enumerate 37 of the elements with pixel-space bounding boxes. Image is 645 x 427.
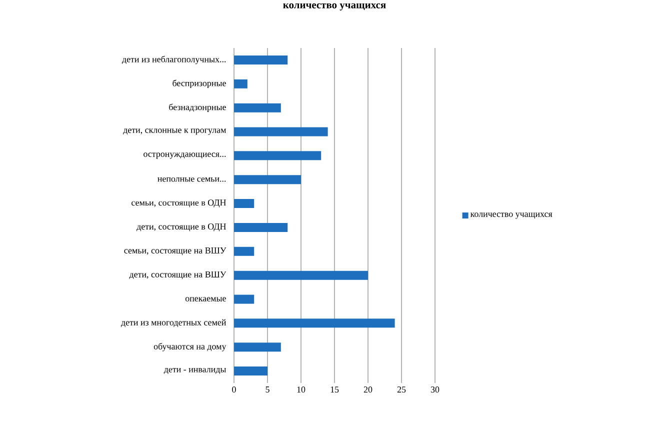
chart-title: количество учащихся: [283, 3, 386, 10]
y-tick-label: дети, состоящие на ВШУ: [129, 271, 226, 280]
y-tick-label: остронуждающиеся...: [144, 152, 226, 159]
y-tick-label: дети из многодетных семей: [120, 319, 226, 328]
y-tick-label: неполные семьи...: [158, 177, 226, 182]
y-tick-label: дети, состоящие в ОДН: [136, 224, 226, 232]
bar: [234, 246, 254, 256]
y-tick-label: семьи, состоящие на ВШУ: [124, 248, 226, 256]
bar: [234, 103, 281, 112]
y-tick-label: дети из неблагополучных...: [122, 56, 226, 64]
bar: [234, 199, 254, 208]
bar: [234, 342, 281, 352]
bar: [234, 270, 368, 280]
bar: [234, 366, 268, 376]
y-tick-label: беспризорные: [172, 80, 226, 88]
x-tick-label: 30: [430, 386, 440, 393]
bar: [234, 127, 328, 136]
x-tick-label: 5: [266, 386, 270, 392]
y-tick-label: дети, склонные к прогулам: [123, 128, 226, 135]
bar: [234, 79, 248, 88]
y-tick-label: дети - инвалиды: [164, 368, 226, 374]
bar: [234, 318, 395, 328]
bar: [234, 222, 288, 232]
bar: [234, 175, 302, 184]
legend-label: количество учащихся: [470, 212, 552, 219]
bar: [234, 151, 322, 160]
bar: [234, 55, 288, 64]
bar: [234, 294, 254, 304]
x-tick-label: 25: [397, 386, 406, 393]
x-tick-label: 10: [297, 386, 306, 393]
x-tick-label: 15: [330, 386, 339, 393]
x-tick-label: 20: [364, 386, 372, 393]
y-tick-label: обучаются на дому: [154, 342, 226, 352]
y-tick-label: семьи, состоящие в ОДН: [132, 200, 226, 208]
y-tick-label: безнадзонрные: [169, 104, 226, 112]
x-tick-label: 0: [232, 386, 236, 393]
y-tick-label: опекаемые: [185, 297, 226, 302]
